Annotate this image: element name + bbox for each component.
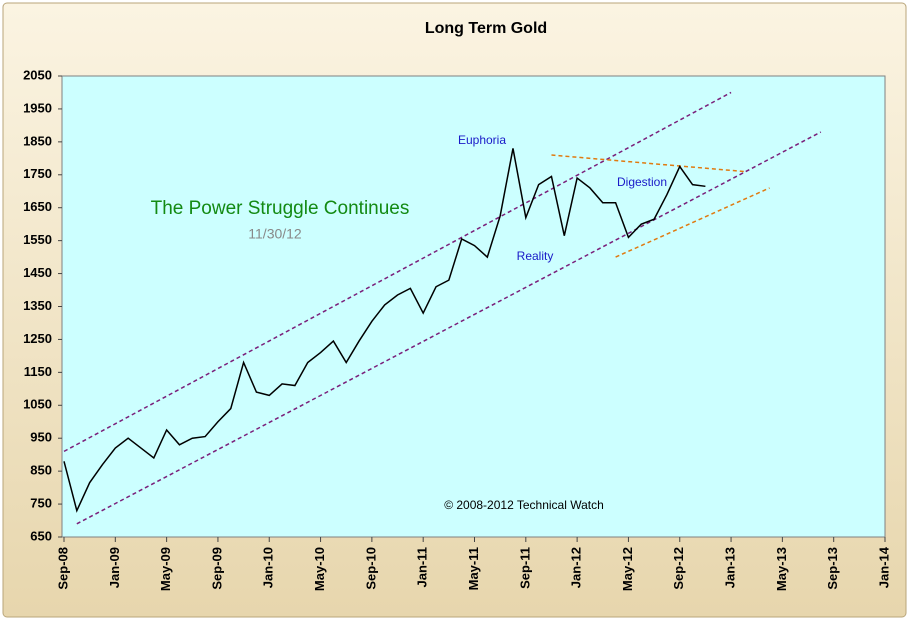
- x-tick-label: Sep-10: [363, 547, 378, 590]
- y-tick-label: 950: [30, 430, 52, 445]
- y-tick-label: 650: [30, 528, 52, 543]
- price-line: [63, 148, 706, 513]
- x-tick-label: Sep-11: [517, 547, 532, 589]
- x-tick-label: Sep-09: [209, 547, 224, 590]
- y-tick-label: 1550: [23, 232, 52, 247]
- y-tick-label: 1650: [23, 199, 52, 214]
- trend-line: [615, 187, 770, 258]
- annotation: Digestion: [617, 175, 667, 189]
- y-tick-label: 750: [30, 496, 52, 511]
- annotation: The Power Struggle Continues: [151, 198, 410, 219]
- y-tick-label: 2050: [23, 67, 52, 82]
- x-tick-label: Sep-13: [825, 547, 840, 590]
- y-tick-label: 1050: [23, 397, 52, 412]
- annotation: Reality: [517, 249, 554, 263]
- y-tick-label: 1850: [23, 133, 52, 148]
- y-tick-label: 1950: [23, 100, 52, 115]
- x-tick-label: May-12: [620, 547, 635, 591]
- x-tick-label: Jan-13: [723, 547, 738, 588]
- y-tick-label: 850: [30, 463, 52, 478]
- x-tick-label: May-09: [158, 547, 173, 591]
- x-tick-label: May-13: [774, 547, 789, 591]
- chart-title: Long Term Gold: [425, 20, 547, 37]
- annotation: © 2008-2012 Technical Watch: [444, 498, 604, 512]
- y-tick-label: 1750: [23, 166, 52, 181]
- annotation: Euphoria: [458, 133, 506, 147]
- x-tick-label: May-10: [312, 547, 327, 591]
- x-tick-label: Jan-10: [261, 547, 276, 588]
- x-tick-label: Jan-11: [415, 547, 430, 587]
- y-tick-label: 1150: [24, 364, 52, 379]
- trend-line: [76, 131, 822, 525]
- x-tick-label: Sep-08: [55, 547, 70, 590]
- annotation: 11/30/12: [248, 226, 302, 242]
- trend-line: [63, 91, 732, 453]
- x-tick-label: Jan-09: [107, 547, 122, 588]
- x-tick-label: Sep-12: [671, 547, 686, 590]
- x-tick-label: Jan-12: [569, 547, 584, 588]
- y-tick-label: 1450: [23, 265, 52, 280]
- x-tick-label: May-11: [466, 547, 481, 590]
- y-tick-label: 1350: [23, 298, 52, 313]
- x-tick-label: Jan-14: [876, 546, 891, 588]
- y-tick-label: 1250: [23, 331, 52, 346]
- plot-area: [61, 75, 886, 538]
